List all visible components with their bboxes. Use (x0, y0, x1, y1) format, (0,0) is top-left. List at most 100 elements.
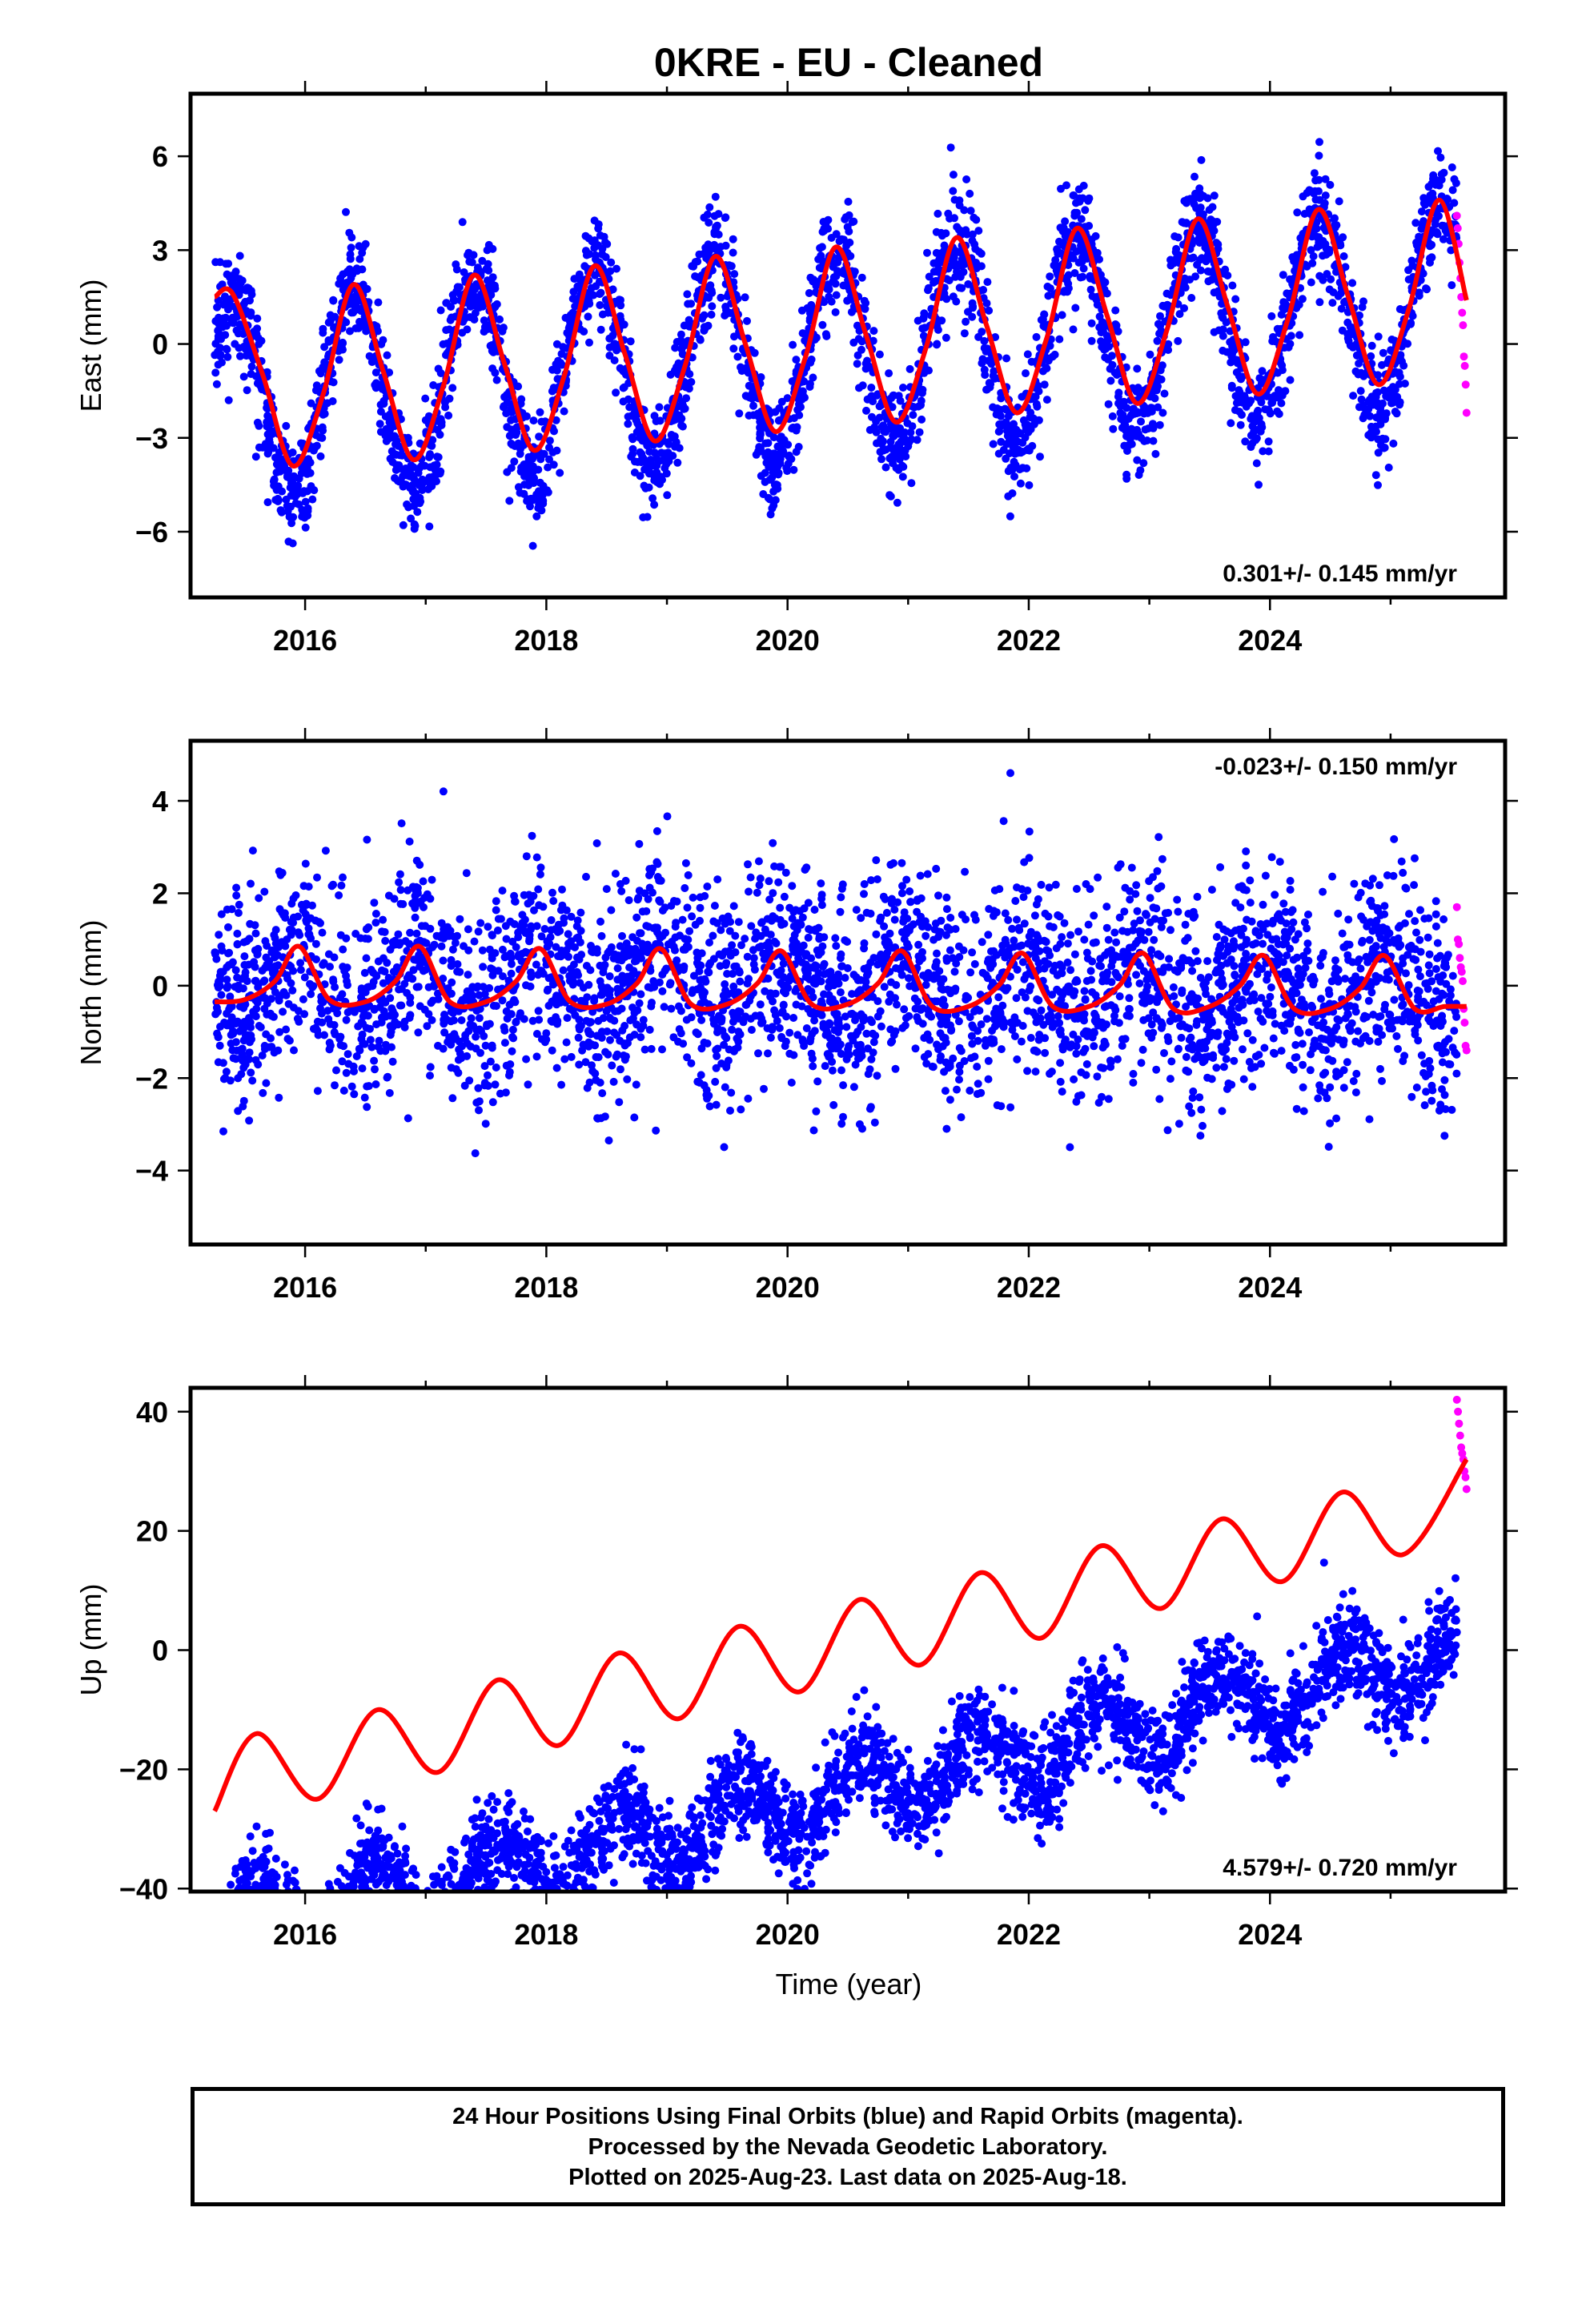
final-orbit-point (744, 860, 752, 869)
final-orbit-point (488, 273, 497, 282)
final-orbit-point (870, 1118, 879, 1127)
final-orbit-point (1054, 911, 1062, 919)
final-orbit-point (1358, 303, 1367, 312)
final-orbit-point (673, 412, 681, 420)
final-orbit-point (960, 206, 969, 215)
final-orbit-point (1108, 412, 1117, 420)
final-orbit-point (587, 283, 596, 292)
final-orbit-point (1349, 392, 1358, 400)
final-orbit-point (343, 981, 351, 989)
final-orbit-point (984, 1075, 993, 1084)
final-orbit-point (307, 399, 315, 408)
final-orbit-point (516, 489, 524, 497)
final-orbit-point (802, 1024, 811, 1032)
final-orbit-point (1319, 887, 1327, 896)
final-orbit-point (1447, 246, 1456, 255)
final-orbit-point (1252, 459, 1261, 468)
final-orbit-point (685, 927, 694, 935)
final-orbit-point (1357, 395, 1366, 404)
final-orbit-point (946, 143, 955, 152)
final-orbit-point (1335, 197, 1343, 206)
final-orbit-point (761, 468, 769, 477)
final-orbit-point (784, 459, 793, 468)
final-orbit-point (932, 248, 941, 257)
final-orbit-point (1153, 376, 1162, 384)
final-orbit-point (951, 272, 960, 281)
final-orbit-point (522, 981, 530, 990)
final-orbit-point (1240, 392, 1249, 400)
rate-label: 0.301+/- 0.145 mm/yr (1223, 561, 1457, 587)
final-orbit-point (993, 404, 1002, 412)
final-orbit-point (749, 954, 758, 963)
final-orbit-point (824, 224, 833, 233)
final-orbit-point (1315, 271, 1324, 280)
final-orbit-point (1379, 434, 1387, 443)
final-orbit-point (707, 310, 716, 319)
final-orbit-point (645, 1025, 654, 1034)
final-orbit-point (932, 864, 941, 873)
final-orbit-point (1344, 336, 1353, 345)
final-orbit-point (1388, 383, 1397, 392)
final-orbit-point (586, 966, 595, 975)
final-orbit-point (1215, 326, 1223, 335)
final-orbit-point (375, 420, 384, 428)
final-orbit-point (1018, 448, 1027, 456)
final-orbit-point (1210, 191, 1219, 200)
final-orbit-point (754, 447, 762, 456)
final-orbit-point (792, 448, 801, 456)
final-orbit-point (590, 216, 599, 225)
final-orbit-point (797, 395, 806, 404)
final-orbit-point (923, 248, 931, 257)
final-orbit-point (839, 281, 848, 290)
final-orbit-point (692, 1028, 701, 1037)
final-orbit-point (1429, 175, 1437, 183)
final-orbit-point (247, 1068, 255, 1077)
final-orbit-point (1242, 861, 1251, 870)
final-orbit-point (467, 1014, 476, 1023)
final-orbit-point (1004, 412, 1013, 420)
final-orbit-point (769, 838, 777, 847)
final-orbit-point (1111, 306, 1120, 315)
final-orbit-point (319, 324, 327, 333)
final-orbit-point (1070, 269, 1079, 277)
final-orbit-point (278, 487, 287, 496)
final-orbit-point (1100, 322, 1109, 331)
final-orbit-point (735, 409, 744, 418)
final-orbit-point (1133, 456, 1142, 464)
rapid-orbit-point (1460, 352, 1468, 361)
final-orbit-point (939, 975, 948, 983)
final-orbit-point (484, 240, 493, 249)
final-orbit-point (374, 298, 383, 307)
final-orbit-point (527, 922, 536, 931)
final-orbit-point (1450, 1027, 1459, 1035)
final-orbit-point (605, 352, 614, 360)
final-orbit-point (215, 313, 223, 322)
final-orbit-point (346, 250, 355, 259)
final-orbit-point (1111, 320, 1120, 328)
final-orbit-point (866, 959, 875, 967)
final-orbit-point (1146, 350, 1154, 359)
final-orbit-point (924, 286, 932, 295)
final-orbit-point (1158, 967, 1167, 976)
final-orbit-point (1203, 267, 1212, 275)
final-orbit-point (797, 403, 805, 412)
final-orbit-point (655, 978, 664, 987)
final-orbit-point (805, 289, 813, 297)
final-orbit-point (999, 445, 1008, 454)
final-orbit-point (407, 514, 416, 523)
final-orbit-point (1292, 1104, 1301, 1113)
final-orbit-point (217, 910, 226, 919)
final-orbit-point (236, 352, 244, 360)
final-orbit-point (465, 257, 474, 266)
final-orbit-point (575, 1060, 584, 1069)
y-tick-label: 6 (152, 140, 168, 173)
final-orbit-point (955, 1076, 963, 1084)
final-orbit-point (566, 313, 575, 322)
final-orbit-point (247, 370, 255, 378)
final-orbit-point (1187, 294, 1196, 302)
final-orbit-point (1376, 1064, 1384, 1073)
final-orbit-point (552, 340, 561, 348)
final-orbit-point (1170, 232, 1179, 241)
final-orbit-point (721, 213, 730, 222)
final-orbit-point (397, 819, 406, 828)
